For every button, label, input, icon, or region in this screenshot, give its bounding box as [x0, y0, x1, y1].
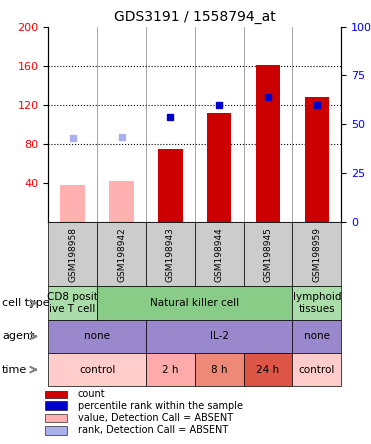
Bar — [292, 353, 341, 386]
Bar — [146, 353, 195, 386]
Bar — [244, 353, 292, 386]
Text: GSM198942: GSM198942 — [117, 227, 126, 281]
Bar — [97, 222, 146, 286]
Text: CD8 posit
ive T cell: CD8 posit ive T cell — [47, 292, 98, 314]
Bar — [97, 286, 292, 320]
Bar — [48, 320, 146, 353]
Text: GSM198959: GSM198959 — [312, 227, 321, 281]
Text: Natural killer cell: Natural killer cell — [150, 298, 239, 308]
Title: GDS3191 / 1558794_at: GDS3191 / 1558794_at — [114, 10, 276, 24]
Text: 8 h: 8 h — [211, 365, 227, 375]
Text: IL-2: IL-2 — [210, 331, 229, 341]
Text: agent: agent — [2, 331, 35, 341]
Bar — [244, 222, 292, 286]
Bar — [45, 414, 67, 423]
Text: none: none — [84, 331, 110, 341]
Text: none: none — [304, 331, 330, 341]
Text: GSM198958: GSM198958 — [68, 227, 77, 281]
Bar — [45, 401, 67, 410]
Text: value, Detection Call = ABSENT: value, Detection Call = ABSENT — [78, 413, 233, 423]
Text: cell type: cell type — [2, 298, 50, 308]
Text: percentile rank within the sample: percentile rank within the sample — [78, 401, 243, 411]
Bar — [292, 320, 341, 353]
Bar — [48, 353, 146, 386]
Text: count: count — [78, 388, 105, 399]
Text: 2 h: 2 h — [162, 365, 178, 375]
Bar — [45, 426, 67, 435]
Bar — [195, 222, 244, 286]
Bar — [48, 286, 97, 320]
Bar — [45, 389, 67, 398]
Text: time: time — [2, 365, 27, 375]
Bar — [292, 286, 341, 320]
Bar — [158, 149, 183, 222]
Bar — [60, 185, 85, 222]
Text: GSM198945: GSM198945 — [263, 227, 273, 281]
Bar — [146, 320, 292, 353]
Bar — [292, 222, 341, 286]
Bar — [256, 65, 280, 222]
Text: GSM198944: GSM198944 — [215, 227, 224, 281]
Bar — [109, 181, 134, 222]
Bar — [305, 97, 329, 222]
Text: control: control — [299, 365, 335, 375]
Bar — [207, 113, 232, 222]
Bar — [48, 222, 97, 286]
Bar — [146, 222, 195, 286]
Text: GSM198943: GSM198943 — [166, 227, 175, 281]
Text: 24 h: 24 h — [256, 365, 280, 375]
Bar — [195, 353, 244, 386]
Text: rank, Detection Call = ABSENT: rank, Detection Call = ABSENT — [78, 425, 228, 435]
Text: control: control — [79, 365, 115, 375]
Text: lymphoid
tissues: lymphoid tissues — [293, 292, 341, 314]
